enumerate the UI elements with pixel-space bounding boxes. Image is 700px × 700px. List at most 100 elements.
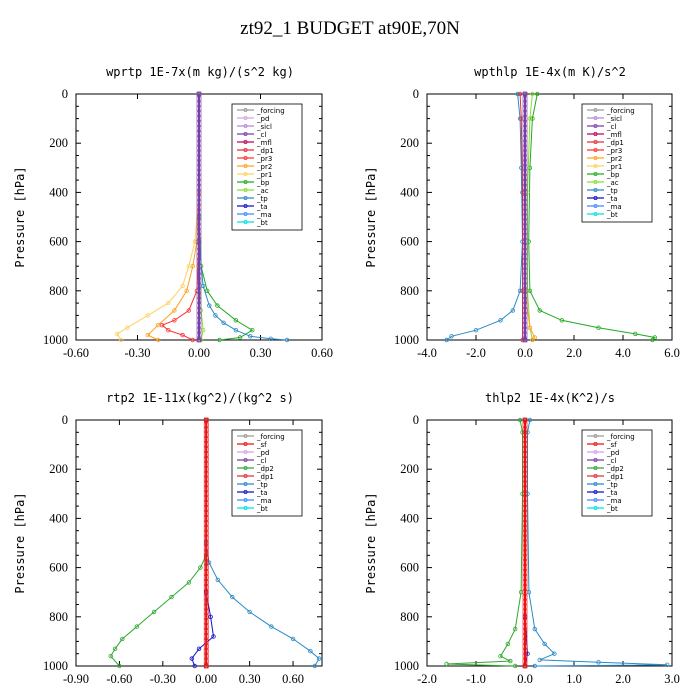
center-marker xyxy=(203,589,209,595)
legend-label: _cl xyxy=(256,131,266,139)
center-marker xyxy=(522,209,528,215)
data-point xyxy=(596,660,601,665)
center-marker xyxy=(522,199,528,205)
center-marker xyxy=(522,278,528,284)
x-tick-label: 1.0 xyxy=(566,672,582,686)
legend-label: _ta xyxy=(606,489,618,497)
center-marker xyxy=(196,160,202,166)
center-marker xyxy=(203,481,209,487)
legend-label: _ma xyxy=(606,203,622,211)
center-marker xyxy=(196,219,202,225)
center-marker xyxy=(196,116,202,121)
legend-marker xyxy=(593,203,598,208)
center-marker xyxy=(522,288,528,294)
legend-label: _pr2 xyxy=(256,163,272,171)
legend-label: _sicl xyxy=(606,115,622,123)
legend-label: _tp xyxy=(606,481,618,489)
center-marker xyxy=(522,634,528,639)
legend-marker xyxy=(243,195,248,200)
center-marker xyxy=(522,496,528,502)
center-marker xyxy=(522,580,528,585)
legend-marker xyxy=(243,187,248,192)
legend-marker xyxy=(243,139,248,144)
legend-marker xyxy=(243,116,248,121)
center-marker xyxy=(522,471,528,477)
data-point xyxy=(189,656,194,661)
center-marker xyxy=(522,258,528,264)
center-marker xyxy=(203,496,209,502)
center-marker xyxy=(522,535,528,541)
x-tick-label: -4.0 xyxy=(417,346,437,360)
center-marker xyxy=(203,530,209,536)
legend-marker xyxy=(593,179,598,184)
center-marker xyxy=(522,263,528,269)
legend-label: _pr1 xyxy=(256,171,272,179)
center-marker xyxy=(522,457,528,462)
center-marker xyxy=(196,101,202,107)
data-point xyxy=(172,308,177,313)
data-point xyxy=(444,661,449,667)
center-marker xyxy=(522,589,528,595)
center-marker xyxy=(196,96,202,102)
data-point xyxy=(508,658,513,664)
data-point xyxy=(180,332,185,338)
center-marker xyxy=(522,604,528,610)
center-marker xyxy=(203,437,209,443)
center-marker xyxy=(203,442,209,447)
data-point xyxy=(449,334,454,339)
center-marker xyxy=(522,427,528,433)
legend-marker xyxy=(243,481,248,486)
center-marker xyxy=(196,254,202,259)
legend-marker xyxy=(593,108,598,113)
legend-label: _cl xyxy=(256,457,266,465)
data-point xyxy=(527,417,533,423)
legend-label: _pr3 xyxy=(606,147,622,155)
series-line-ta xyxy=(191,420,215,667)
center-marker xyxy=(522,555,528,561)
center-marker xyxy=(196,140,202,146)
series-line-tp xyxy=(446,93,524,341)
x-tick-label: -0.30 xyxy=(150,672,176,686)
x-tick-label: 2.0 xyxy=(566,346,582,360)
y-tick-label: 800 xyxy=(400,284,419,298)
center-marker xyxy=(522,506,528,511)
center-marker xyxy=(196,303,202,308)
legend-marker xyxy=(243,163,248,168)
center-marker xyxy=(203,516,209,521)
center-marker xyxy=(522,126,528,131)
data-point xyxy=(650,337,655,343)
center-marker xyxy=(522,422,528,428)
legend-label: _tp xyxy=(606,187,618,195)
legend-marker xyxy=(593,155,598,160)
x-tick-label: 0.30 xyxy=(239,672,261,686)
y-axis-label: Pressure [hPa] xyxy=(13,166,27,267)
center-marker xyxy=(522,614,528,620)
center-marker xyxy=(203,471,209,477)
x-tick-label: -2.0 xyxy=(466,346,486,360)
data-point xyxy=(190,264,195,269)
legend-box xyxy=(231,103,303,231)
legend-label: _pd xyxy=(256,115,269,123)
legend-marker xyxy=(243,219,248,224)
center-marker xyxy=(522,653,528,659)
y-tick-label: 400 xyxy=(49,185,68,199)
data-point xyxy=(312,663,317,669)
center-marker xyxy=(196,150,202,156)
y-tick-label: 600 xyxy=(400,235,419,249)
center-marker xyxy=(196,258,202,264)
data-point xyxy=(473,328,479,333)
y-tick-label: 0 xyxy=(413,413,419,427)
data-point xyxy=(172,318,177,323)
center-marker xyxy=(196,111,202,117)
main-title: zt92_1 BUDGET at90E,70N xyxy=(240,18,460,39)
data-point xyxy=(215,303,220,308)
center-marker xyxy=(196,234,202,240)
center-marker xyxy=(522,594,528,600)
y-tick-label: 0 xyxy=(62,87,68,101)
center-marker xyxy=(522,619,528,625)
center-marker xyxy=(203,457,209,462)
center-marker xyxy=(203,535,209,541)
center-marker xyxy=(196,249,202,254)
legend-label: _bt xyxy=(606,505,618,513)
